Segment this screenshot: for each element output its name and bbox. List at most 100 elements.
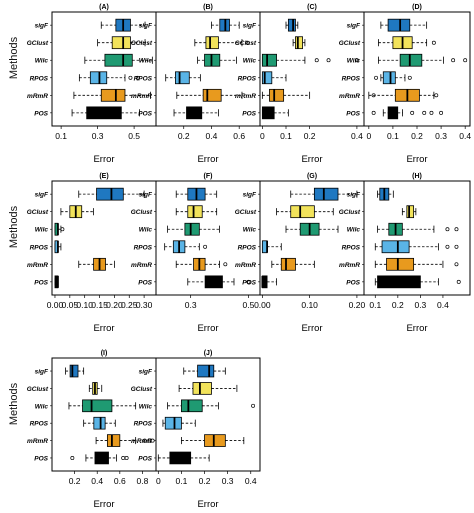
outlier-point (454, 262, 459, 267)
outlier-point (371, 93, 376, 98)
method-label: GClust (131, 209, 153, 216)
outlier-point (463, 58, 468, 63)
x-tick-label: 0.2 (392, 300, 404, 310)
x-tick-label: 0.3 (414, 300, 426, 310)
y-axis-label-row-1: Methods (8, 36, 20, 80)
x-tick-label: 0.10 (301, 300, 318, 310)
box-sigf (313, 187, 339, 201)
x-axis-label: Error (197, 323, 218, 334)
x-tick-label: 0.4 (206, 131, 218, 141)
method-label: mRmR (339, 93, 360, 100)
outlier-point (128, 75, 133, 80)
x-tick-label: 0.2 (199, 476, 211, 486)
x-tick-label: 0.4 (351, 131, 363, 141)
x-axis-label: Error (93, 499, 114, 510)
box-rpos (93, 416, 106, 430)
method-label: sigF (139, 369, 153, 376)
box-sigf (96, 187, 124, 201)
x-tick-label: 0.20 (349, 300, 366, 310)
outlier-point (445, 227, 450, 232)
x-tick-label: 0.5 (128, 131, 140, 141)
outlier-point (422, 110, 427, 115)
outlier-point (326, 58, 331, 63)
box-gclust (406, 205, 415, 219)
panel-title: (B) (203, 4, 213, 11)
panel-title: (I) (101, 350, 108, 357)
outlier-point (454, 227, 459, 232)
x-tick-label: 0.2 (304, 131, 316, 141)
panel-c: (C) sigF GClust Wilc RPOS mRmR POS 0 0.1 0.2 0.4 Er… (235, 4, 365, 165)
box-mrmr (386, 257, 415, 271)
method-label: POS (346, 110, 360, 117)
box-sigf (69, 364, 79, 378)
x-tick-label: 0.2 (69, 476, 81, 486)
x-tick-label: 0.4 (245, 476, 257, 486)
method-label: GClust (339, 40, 361, 47)
outlier-point (223, 262, 228, 267)
outlier-point (246, 279, 251, 284)
method-label: Wilc (243, 58, 257, 65)
x-tick-label: 0 (366, 131, 371, 141)
x-tick-label: 0.3 (185, 300, 197, 310)
x-tick-label: 0 (156, 476, 161, 486)
method-label: GClust (27, 386, 49, 393)
method-label: sigF (243, 192, 257, 199)
method-label: GClust (235, 209, 257, 216)
outlier-point (431, 40, 436, 45)
box-wilc (104, 53, 133, 67)
method-label: RPOS (342, 75, 361, 82)
x-tick-label: 0.1 (387, 131, 399, 141)
box-rpos (164, 416, 182, 430)
method-label: sigF (139, 23, 153, 30)
panel-g: (G) sigF GClust Wilc RPOS mRmR POS 0.00 0.10 0.20… (235, 173, 366, 334)
box-mrmr (106, 434, 121, 447)
method-label: Wilc (139, 227, 153, 234)
method-label: mRmR (27, 438, 48, 445)
method-label: POS (34, 110, 48, 117)
method-label: mRmR (131, 262, 152, 269)
outlier-point (374, 75, 378, 80)
panel-h: (H) sigF GClust Wilc RPOS mRmR POS 0.1 0.2 0.3 0.4… (339, 173, 471, 334)
outlier-point (445, 244, 450, 249)
box-pos (261, 106, 275, 120)
method-label: POS (138, 455, 152, 462)
outlier-point (371, 110, 376, 115)
box-pos (94, 451, 109, 465)
box-pos (169, 451, 192, 465)
method-label: Wilc (139, 403, 153, 410)
method-label: Wilc (243, 227, 257, 234)
method-label: mRmR (131, 438, 152, 445)
method-label: POS (138, 279, 152, 286)
outlier-point (124, 456, 129, 460)
x-tick-label: 0 (260, 131, 265, 141)
box-mrmr (269, 88, 285, 102)
box-mrmr (204, 434, 226, 447)
box-gclust (111, 36, 131, 50)
box-wilc (261, 53, 277, 67)
method-label: RPOS (134, 244, 153, 251)
method-label: sigF (35, 192, 49, 199)
box-pos (186, 106, 203, 120)
x-tick-label: 0.3 (92, 131, 104, 141)
box-gclust (187, 205, 203, 219)
box-wilc (181, 399, 203, 413)
panel-title: (E) (99, 173, 108, 180)
panel-title: (J) (204, 350, 213, 357)
method-label: RPOS (134, 421, 153, 428)
method-label: RPOS (30, 244, 49, 251)
box-sigf (387, 18, 411, 32)
panel-e: (E) sigF GClust Wilc RPOS mRmR POS 0.000.050.10… (27, 173, 157, 334)
method-label: mRmR (27, 93, 48, 100)
outlier-point (70, 456, 75, 460)
outlier-point (456, 279, 461, 284)
panel-frame (363, 11, 471, 127)
x-tick-label: 0.4 (459, 131, 471, 141)
y-axis-label-row-3: Methods (8, 382, 20, 426)
x-tick-label: 0.15 (91, 300, 108, 310)
outlier-point (407, 75, 412, 80)
box-gclust (290, 205, 315, 219)
outlier-point (314, 58, 319, 63)
method-label: Wilc (35, 227, 49, 234)
box-pos (86, 106, 122, 120)
